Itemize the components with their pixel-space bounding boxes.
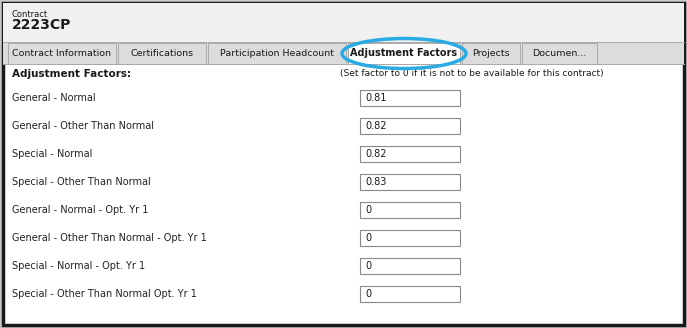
FancyBboxPatch shape — [360, 286, 460, 302]
FancyBboxPatch shape — [360, 202, 460, 218]
FancyBboxPatch shape — [3, 3, 684, 325]
FancyBboxPatch shape — [360, 146, 460, 162]
Text: Special - Other Than Normal: Special - Other Than Normal — [12, 177, 150, 187]
Text: 0.81: 0.81 — [365, 93, 386, 103]
FancyBboxPatch shape — [3, 3, 684, 45]
FancyBboxPatch shape — [360, 230, 460, 246]
Text: (Set factor to 0 if it is not to be available for this contract): (Set factor to 0 if it is not to be avai… — [340, 69, 604, 78]
FancyBboxPatch shape — [522, 43, 597, 64]
FancyBboxPatch shape — [3, 42, 684, 64]
Text: Special - Normal: Special - Normal — [12, 149, 92, 159]
Text: 0: 0 — [365, 205, 371, 215]
Text: Special - Other Than Normal Opt. Yr 1: Special - Other Than Normal Opt. Yr 1 — [12, 289, 197, 299]
FancyBboxPatch shape — [348, 43, 460, 64]
FancyBboxPatch shape — [360, 174, 460, 190]
Text: 0.83: 0.83 — [365, 177, 386, 187]
Text: General - Other Than Normal - Opt. Yr 1: General - Other Than Normal - Opt. Yr 1 — [12, 233, 207, 243]
Text: 0: 0 — [365, 261, 371, 271]
Text: Contract Information: Contract Information — [12, 49, 111, 58]
Text: General - Normal - Opt. Yr 1: General - Normal - Opt. Yr 1 — [12, 205, 148, 215]
Text: Documen...: Documen... — [532, 49, 587, 58]
Text: 2223CP: 2223CP — [12, 18, 71, 32]
Text: 0: 0 — [365, 289, 371, 299]
Text: Adjustment Factors:: Adjustment Factors: — [12, 69, 131, 79]
FancyBboxPatch shape — [462, 43, 520, 64]
Text: General - Other Than Normal: General - Other Than Normal — [12, 121, 154, 131]
Text: Special - Normal - Opt. Yr 1: Special - Normal - Opt. Yr 1 — [12, 261, 145, 271]
Text: General - Normal: General - Normal — [12, 93, 95, 103]
FancyBboxPatch shape — [208, 43, 346, 64]
Text: 0: 0 — [365, 233, 371, 243]
FancyBboxPatch shape — [118, 43, 206, 64]
FancyBboxPatch shape — [360, 118, 460, 134]
Text: 0.82: 0.82 — [365, 121, 387, 131]
FancyBboxPatch shape — [360, 90, 460, 106]
Text: 0.82: 0.82 — [365, 149, 387, 159]
FancyBboxPatch shape — [8, 43, 116, 64]
Text: Contract: Contract — [12, 10, 48, 19]
Text: Adjustment Factors: Adjustment Factors — [350, 49, 458, 58]
Text: Projects: Projects — [472, 49, 510, 58]
FancyBboxPatch shape — [360, 258, 460, 274]
Text: Participation Headcount: Participation Headcount — [220, 49, 334, 58]
Text: Certifications: Certifications — [131, 49, 194, 58]
